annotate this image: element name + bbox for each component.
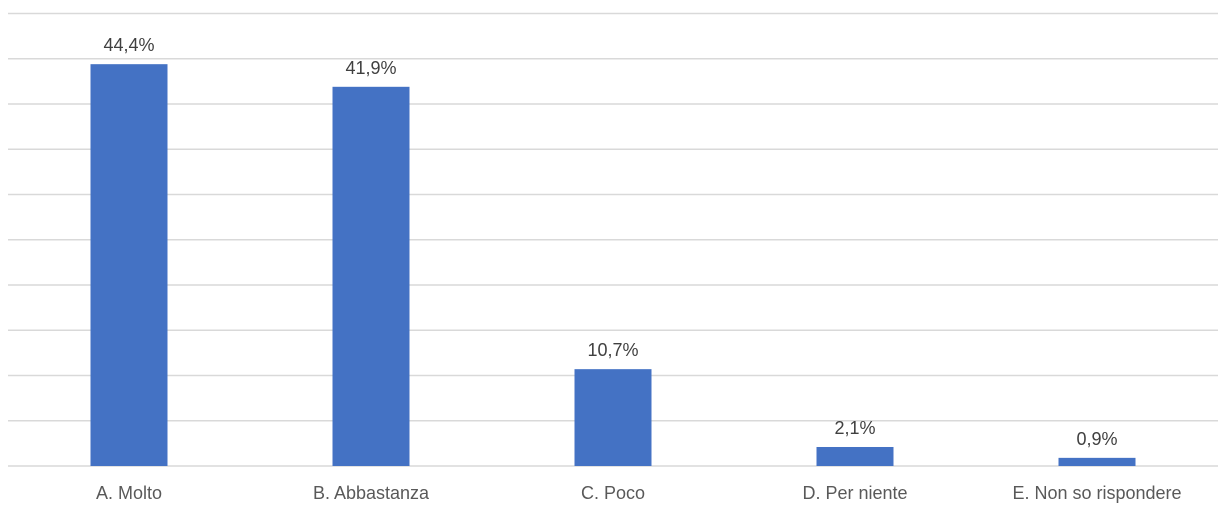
bar-1 bbox=[90, 64, 168, 467]
bar-5 bbox=[1058, 457, 1136, 466]
bar-4 bbox=[816, 446, 894, 466]
category-label-1: A. Molto bbox=[96, 483, 162, 503]
data-labels: 44,4% 41,9% 10,7% 2,1% 0,9% bbox=[103, 35, 1117, 449]
category-label-3: C. Poco bbox=[581, 483, 645, 503]
gridlines bbox=[8, 12, 1218, 467]
category-axis-labels: A. Molto B. Abbastanza C. Poco D. Per nient… bbox=[96, 483, 1182, 503]
data-label-5: 0,9% bbox=[1076, 429, 1117, 449]
category-label-2: B. Abbastanza bbox=[313, 483, 430, 503]
bar-2 bbox=[332, 86, 410, 467]
data-label-3: 10,7% bbox=[587, 340, 638, 360]
data-label-2: 41,9% bbox=[345, 58, 396, 78]
bar-3 bbox=[574, 369, 652, 466]
data-label-1: 44,4% bbox=[103, 35, 154, 55]
bars bbox=[90, 64, 1136, 467]
category-label-5: E. Non so rispondere bbox=[1012, 483, 1181, 503]
category-label-4: D. Per niente bbox=[802, 483, 907, 503]
data-label-4: 2,1% bbox=[834, 418, 875, 438]
